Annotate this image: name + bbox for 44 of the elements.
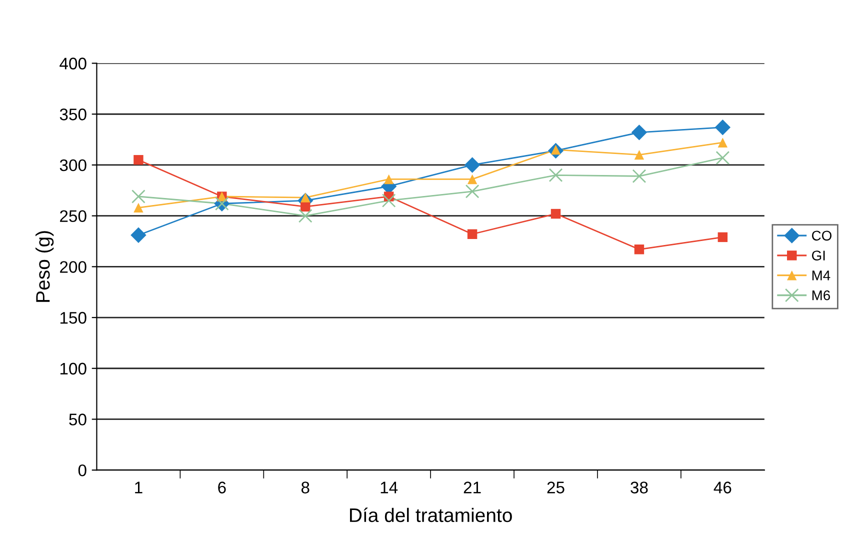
y-tick-label: 0 — [78, 464, 86, 476]
legend-label: M6 — [812, 290, 830, 300]
y-tick-label: 400 — [60, 58, 86, 70]
point — [718, 232, 728, 242]
y-axis-title: Peso (g) — [36, 231, 54, 302]
point — [631, 124, 648, 140]
point — [550, 208, 561, 219]
point — [467, 174, 478, 184]
point — [465, 184, 480, 198]
point — [714, 119, 731, 136]
x-tick-label: 14 — [380, 482, 398, 494]
point — [130, 227, 146, 244]
y-tick-label: 50 — [69, 414, 86, 426]
point — [634, 244, 644, 254]
x-tick-label: 38 — [630, 482, 648, 494]
y-tick-label: 150 — [60, 312, 86, 324]
point — [716, 150, 730, 165]
point — [548, 168, 563, 182]
legend-label: M4 — [812, 270, 830, 280]
y-tick-label: 250 — [60, 210, 86, 222]
point — [632, 169, 646, 184]
point — [634, 150, 644, 160]
x-tick-label: 25 — [547, 482, 564, 494]
legend-label: CO — [812, 230, 832, 241]
x-tick-label: 46 — [714, 482, 732, 494]
y-tick-label: 350 — [60, 108, 86, 120]
y-tick-label: 200 — [60, 261, 86, 273]
point — [298, 208, 312, 223]
x-axis-title: Día del tratamiento — [350, 508, 512, 522]
x-tick-label: 21 — [464, 482, 481, 494]
x-tick-label: 6 — [218, 482, 226, 494]
point — [134, 155, 144, 165]
point — [467, 229, 478, 239]
y-tick-label: 300 — [60, 159, 86, 172]
point — [464, 157, 480, 173]
point — [384, 174, 394, 184]
point — [134, 202, 144, 213]
legend-label: GI — [812, 250, 825, 260]
x-tick-label: 8 — [301, 482, 310, 494]
x-tick-label: 1 — [135, 482, 142, 494]
point — [718, 138, 728, 148]
point — [382, 194, 396, 208]
point — [132, 190, 146, 204]
y-tick-label: 100 — [60, 362, 86, 375]
